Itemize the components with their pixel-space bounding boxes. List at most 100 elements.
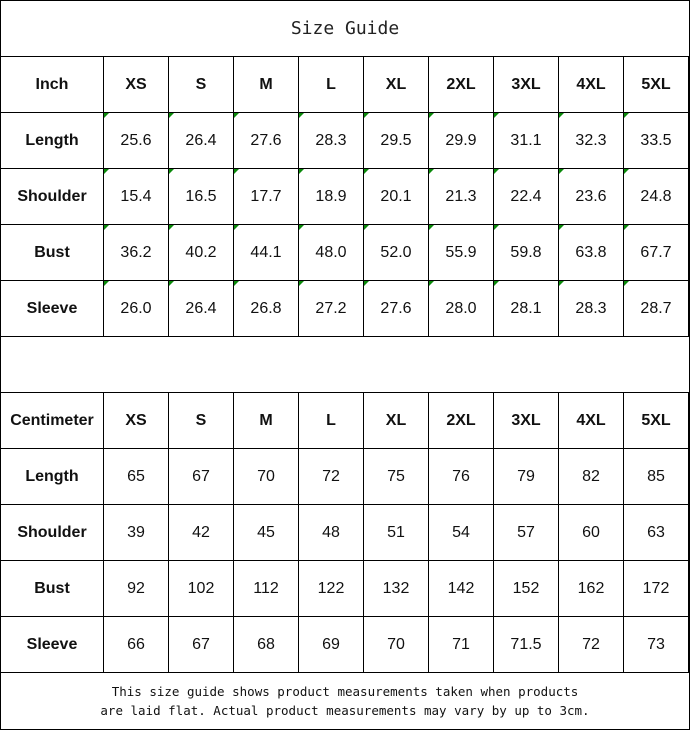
measurement-cell: 70 bbox=[363, 616, 429, 673]
measurement-cell: 26.4 bbox=[168, 280, 234, 337]
table-row-shoulder: Shoulder 15.4 16.5 17.7 18.9 20.1 21.3 22.4 23.6… bbox=[0, 168, 689, 225]
measurement-cell: 162 bbox=[558, 560, 624, 617]
measurement-cell: 29.5 bbox=[363, 112, 429, 169]
size-header-xl: XL bbox=[363, 393, 429, 449]
measurement-cell: 60 bbox=[558, 504, 624, 561]
measurement-cell: 92 bbox=[103, 560, 169, 617]
measurement-cell: 15.4 bbox=[103, 168, 169, 225]
spacer-row bbox=[1, 337, 689, 393]
measurement-cell: 23.6 bbox=[558, 168, 624, 225]
size-header-4xl: 4XL bbox=[558, 57, 624, 113]
row-label: Length bbox=[0, 448, 104, 505]
measurement-cell: 31.1 bbox=[493, 112, 559, 169]
table-row-shoulder: Shoulder 39 42 45 48 51 54 57 60 63 bbox=[0, 504, 689, 561]
size-header-5xl: 5XL bbox=[623, 57, 689, 113]
cm-header-row: Centimeter XS S M L XL 2XL 3XL 4XL 5XL bbox=[0, 393, 689, 449]
measurement-cell: 29.9 bbox=[428, 112, 494, 169]
measurement-cell: 63.8 bbox=[558, 224, 624, 281]
table-row-sleeve: Sleeve 66 67 68 69 70 71 71.5 72 73 bbox=[0, 616, 689, 673]
size-header-2xl: 2XL bbox=[428, 393, 494, 449]
measurement-cell: 51 bbox=[363, 504, 429, 561]
measurement-cell: 72 bbox=[298, 448, 364, 505]
measurement-cell: 72 bbox=[558, 616, 624, 673]
size-header-3xl: 3XL bbox=[493, 57, 559, 113]
size-header-4xl: 4XL bbox=[558, 393, 624, 449]
measurement-cell: 112 bbox=[233, 560, 299, 617]
measurement-cell: 28.1 bbox=[493, 280, 559, 337]
table-row-sleeve: Sleeve 26.0 26.4 26.8 27.2 27.6 28.0 28.1 28.3 28… bbox=[0, 280, 689, 337]
measurement-cell: 27.2 bbox=[298, 280, 364, 337]
centimeter-table: Centimeter XS S M L XL 2XL 3XL 4XL 5XL Length 65 67 7… bbox=[0, 393, 689, 673]
measurement-cell: 54 bbox=[428, 504, 494, 561]
measurement-cell: 122 bbox=[298, 560, 364, 617]
inch-header-row: Inch XS S M L XL 2XL 3XL 4XL 5XL bbox=[0, 57, 689, 113]
measurement-cell: 39 bbox=[103, 504, 169, 561]
size-guide-title: Size Guide bbox=[1, 1, 689, 57]
size-header-xl: XL bbox=[363, 57, 429, 113]
measurement-cell: 172 bbox=[623, 560, 689, 617]
footnote: This size guide shows product measuremen… bbox=[1, 673, 689, 728]
measurement-cell: 17.7 bbox=[233, 168, 299, 225]
measurement-cell: 32.3 bbox=[558, 112, 624, 169]
size-header-5xl: 5XL bbox=[623, 393, 689, 449]
measurement-cell: 57 bbox=[493, 504, 559, 561]
measurement-cell: 48.0 bbox=[298, 224, 364, 281]
measurement-cell: 21.3 bbox=[428, 168, 494, 225]
measurement-cell: 55.9 bbox=[428, 224, 494, 281]
measurement-cell: 85 bbox=[623, 448, 689, 505]
measurement-cell: 25.6 bbox=[103, 112, 169, 169]
measurement-cell: 73 bbox=[623, 616, 689, 673]
measurement-cell: 28.0 bbox=[428, 280, 494, 337]
measurement-cell: 44.1 bbox=[233, 224, 299, 281]
measurement-cell: 16.5 bbox=[168, 168, 234, 225]
measurement-cell: 28.3 bbox=[558, 280, 624, 337]
size-header-3xl: 3XL bbox=[493, 393, 559, 449]
measurement-cell: 68 bbox=[233, 616, 299, 673]
measurement-cell: 75 bbox=[363, 448, 429, 505]
row-label: Sleeve bbox=[0, 616, 104, 673]
size-header-m: M bbox=[233, 57, 299, 113]
table-row-bust: Bust 36.2 40.2 44.1 48.0 52.0 55.9 59.8 63.8 67.7 bbox=[0, 224, 689, 281]
measurement-cell: 71.5 bbox=[493, 616, 559, 673]
row-label: Sleeve bbox=[0, 280, 104, 337]
size-header-l: L bbox=[298, 393, 364, 449]
measurement-cell: 63 bbox=[623, 504, 689, 561]
measurement-cell: 22.4 bbox=[493, 168, 559, 225]
measurement-cell: 42 bbox=[168, 504, 234, 561]
table-row-bust: Bust 92 102 112 122 132 142 152 162 172 bbox=[0, 560, 689, 617]
measurement-cell: 69 bbox=[298, 616, 364, 673]
size-header-s: S bbox=[168, 393, 234, 449]
measurement-cell: 102 bbox=[168, 560, 234, 617]
measurement-cell: 79 bbox=[493, 448, 559, 505]
measurement-cell: 67 bbox=[168, 448, 234, 505]
measurement-cell: 27.6 bbox=[363, 280, 429, 337]
measurement-cell: 45 bbox=[233, 504, 299, 561]
footnote-line-2: are laid flat. Actual product measuremen… bbox=[100, 702, 590, 718]
measurement-cell: 82 bbox=[558, 448, 624, 505]
measurement-cell: 71 bbox=[428, 616, 494, 673]
size-header-l: L bbox=[298, 57, 364, 113]
measurement-cell: 48 bbox=[298, 504, 364, 561]
measurement-cell: 66 bbox=[103, 616, 169, 673]
measurement-cell: 18.9 bbox=[298, 168, 364, 225]
inch-table: Inch XS S M L XL 2XL 3XL 4XL 5XL Length 25.6 26.4 27.… bbox=[0, 57, 689, 337]
unit-label: Inch bbox=[0, 57, 104, 113]
measurement-cell: 26.4 bbox=[168, 112, 234, 169]
table-row-length: Length 65 67 70 72 75 76 79 82 85 bbox=[0, 448, 689, 505]
measurement-cell: 20.1 bbox=[363, 168, 429, 225]
measurement-cell: 33.5 bbox=[623, 112, 689, 169]
measurement-cell: 65 bbox=[103, 448, 169, 505]
measurement-cell: 26.0 bbox=[103, 280, 169, 337]
row-label: Bust bbox=[0, 224, 104, 281]
measurement-cell: 76 bbox=[428, 448, 494, 505]
measurement-cell: 40.2 bbox=[168, 224, 234, 281]
size-header-2xl: 2XL bbox=[428, 57, 494, 113]
measurement-cell: 142 bbox=[428, 560, 494, 617]
measurement-cell: 24.8 bbox=[623, 168, 689, 225]
measurement-cell: 152 bbox=[493, 560, 559, 617]
row-label: Shoulder bbox=[0, 168, 104, 225]
measurement-cell: 52.0 bbox=[363, 224, 429, 281]
measurement-cell: 27.6 bbox=[233, 112, 299, 169]
row-label: Length bbox=[0, 112, 104, 169]
